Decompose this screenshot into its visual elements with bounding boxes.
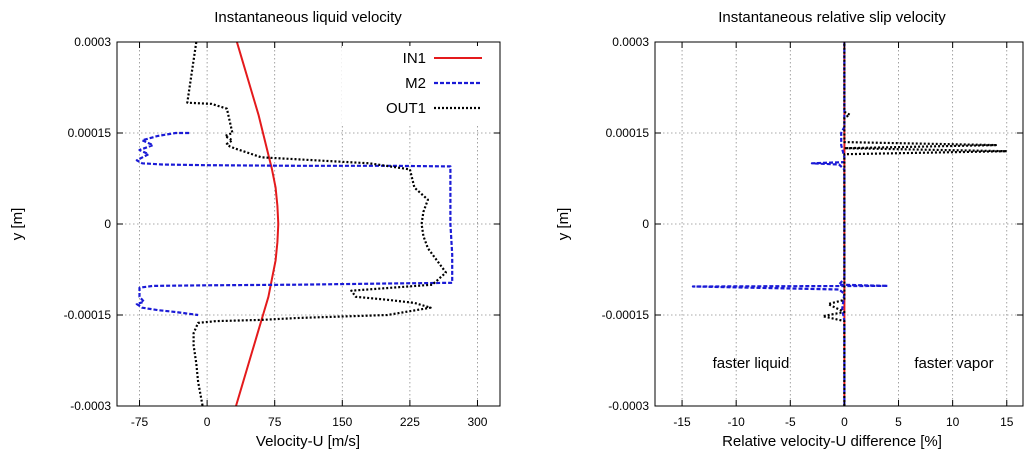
chart-liquid-velocity: Instantaneous liquid velocity -75 0 75 150 2… [9,9,501,450]
x-tick-label: 75 [268,415,282,429]
annotation-faster-vapor: faster vapor [914,355,993,372]
y-tick-labels: -0.0003 -0.00015 0 0.00015 0.0003 [64,35,112,413]
y-tick-label: 0.00015 [606,126,650,140]
legend: IN1 M2 OUT1 [342,46,494,124]
legend-label-m2: M2 [405,75,426,92]
x-tick-label: -10 [728,415,746,429]
x-tick-label: 0 [841,415,848,429]
chart-title: Instantaneous liquid velocity [214,9,402,26]
y-axis-label: y [m] [555,208,572,241]
grid [655,41,1023,407]
x-tick-label: -5 [785,415,796,429]
y-tick-labels: -0.0003 -0.00015 0 0.00015 0.0003 [602,35,650,413]
series-line-m2 [135,131,454,317]
x-tick-label: 225 [400,415,420,429]
y-tick-label: -0.0003 [608,399,649,413]
x-tick-labels: -75 0 75 150 225 300 [131,415,488,429]
legend-label-in1: IN1 [403,50,426,67]
x-tick-label: 0 [204,415,211,429]
series-line-in1 [235,41,280,407]
series-lines [691,42,1008,406]
series-line-s2 [821,42,1008,406]
chart-relative-slip-velocity: Instantaneous relative slip velocity -15… [555,9,1024,450]
x-tick-label: 10 [946,415,960,429]
y-tick-label: 0.0003 [612,35,649,49]
y-tick-label: 0.00015 [68,126,112,140]
y-tick-label: -0.00015 [64,308,112,322]
x-tick-label: -15 [673,415,691,429]
y-tick-label: -0.0003 [70,399,111,413]
y-tick-label: 0.0003 [74,35,111,49]
x-tick-labels: -15 -10 -5 0 5 10 15 [673,415,1013,429]
series-line-out1 [186,41,447,407]
x-axis-label: Relative velocity-U difference [%] [722,433,942,450]
series-line-s1 [691,42,889,406]
x-axis-label: Velocity-U [m/s] [256,433,360,450]
annotation-faster-liquid: faster liquid [713,355,790,372]
x-tick-label: 300 [467,415,487,429]
y-tick-label: 0 [642,217,649,231]
tick-marks [117,41,500,407]
legend-label-out1: OUT1 [386,100,426,117]
y-tick-label: 0 [104,217,111,231]
x-tick-label: 150 [332,415,352,429]
x-tick-label: 15 [1000,415,1014,429]
x-tick-label: 5 [895,415,902,429]
tick-marks [655,41,1023,407]
y-tick-label: -0.00015 [602,308,650,322]
x-tick-label: -75 [131,415,149,429]
y-axis-label: y [m] [9,208,26,241]
chart-title: Instantaneous relative slip velocity [718,9,946,26]
series-lines [135,41,454,407]
